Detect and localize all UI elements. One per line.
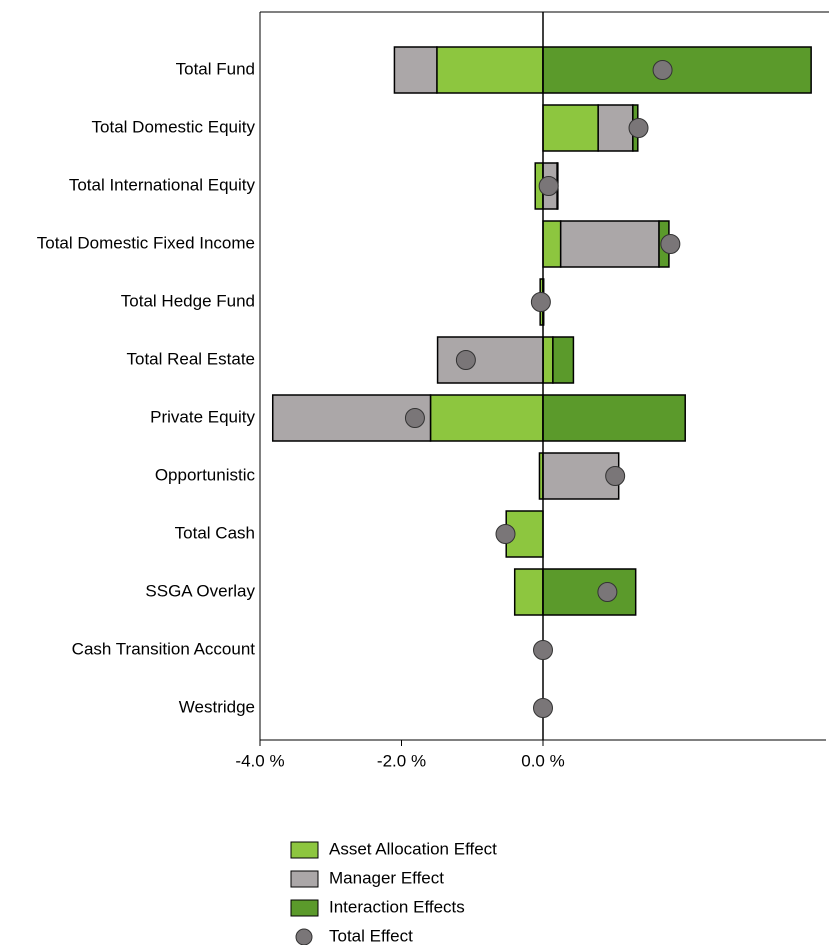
total-marker [530,292,551,312]
total-marker [533,640,553,660]
y-tick-label: Total Hedge Fund [121,291,255,310]
legend-label: Asset Allocation Effect [329,839,497,858]
bar [542,220,562,268]
x-tick-label: -2.0 % [377,751,426,770]
bar [542,104,599,152]
total-marker [628,118,649,138]
total-marker [597,582,618,602]
bar [542,46,812,94]
bar [429,394,544,442]
y-tick-label: SSGA Overlay [145,581,255,600]
total-marker [660,234,681,254]
legend-label: Total Effect [329,926,413,945]
bar [559,220,660,268]
legend-swatch [295,928,313,946]
total-marker [533,698,553,718]
x-tick-label: 0.0 % [521,751,564,770]
total-marker [404,408,425,428]
y-tick-label: Total Fund [176,59,255,78]
x-tick-label: -4.0 % [235,751,284,770]
y-tick-label: Total Cash [175,523,255,542]
total-marker [652,60,673,80]
bar [542,568,637,616]
legend-swatch [290,870,319,888]
bar [393,46,438,94]
total-marker [455,350,476,370]
y-tick-label: Total Real Estate [126,349,255,368]
bar [542,394,686,442]
total-marker [495,524,516,544]
y-tick-label: Private Equity [150,407,255,426]
y-tick-label: Total International Equity [69,175,256,194]
y-tick-label: Total Domestic Equity [92,117,256,136]
bar [436,46,544,94]
legend-label: Interaction Effects [329,897,465,916]
bar [436,336,544,384]
legend-label: Manager Effect [329,868,444,887]
bar [552,336,575,384]
y-tick-label: Opportunistic [155,465,256,484]
bar [597,104,634,152]
bar [542,336,554,384]
bar [271,394,432,442]
legend-swatch [290,841,319,859]
y-tick-label: Cash Transition Account [72,639,256,658]
y-tick-label: Total Domestic Fixed Income [37,233,255,252]
bar [513,568,544,616]
total-marker [605,466,626,486]
total-marker [538,176,559,196]
y-tick-label: Westridge [179,697,255,716]
legend-swatch [290,899,319,917]
